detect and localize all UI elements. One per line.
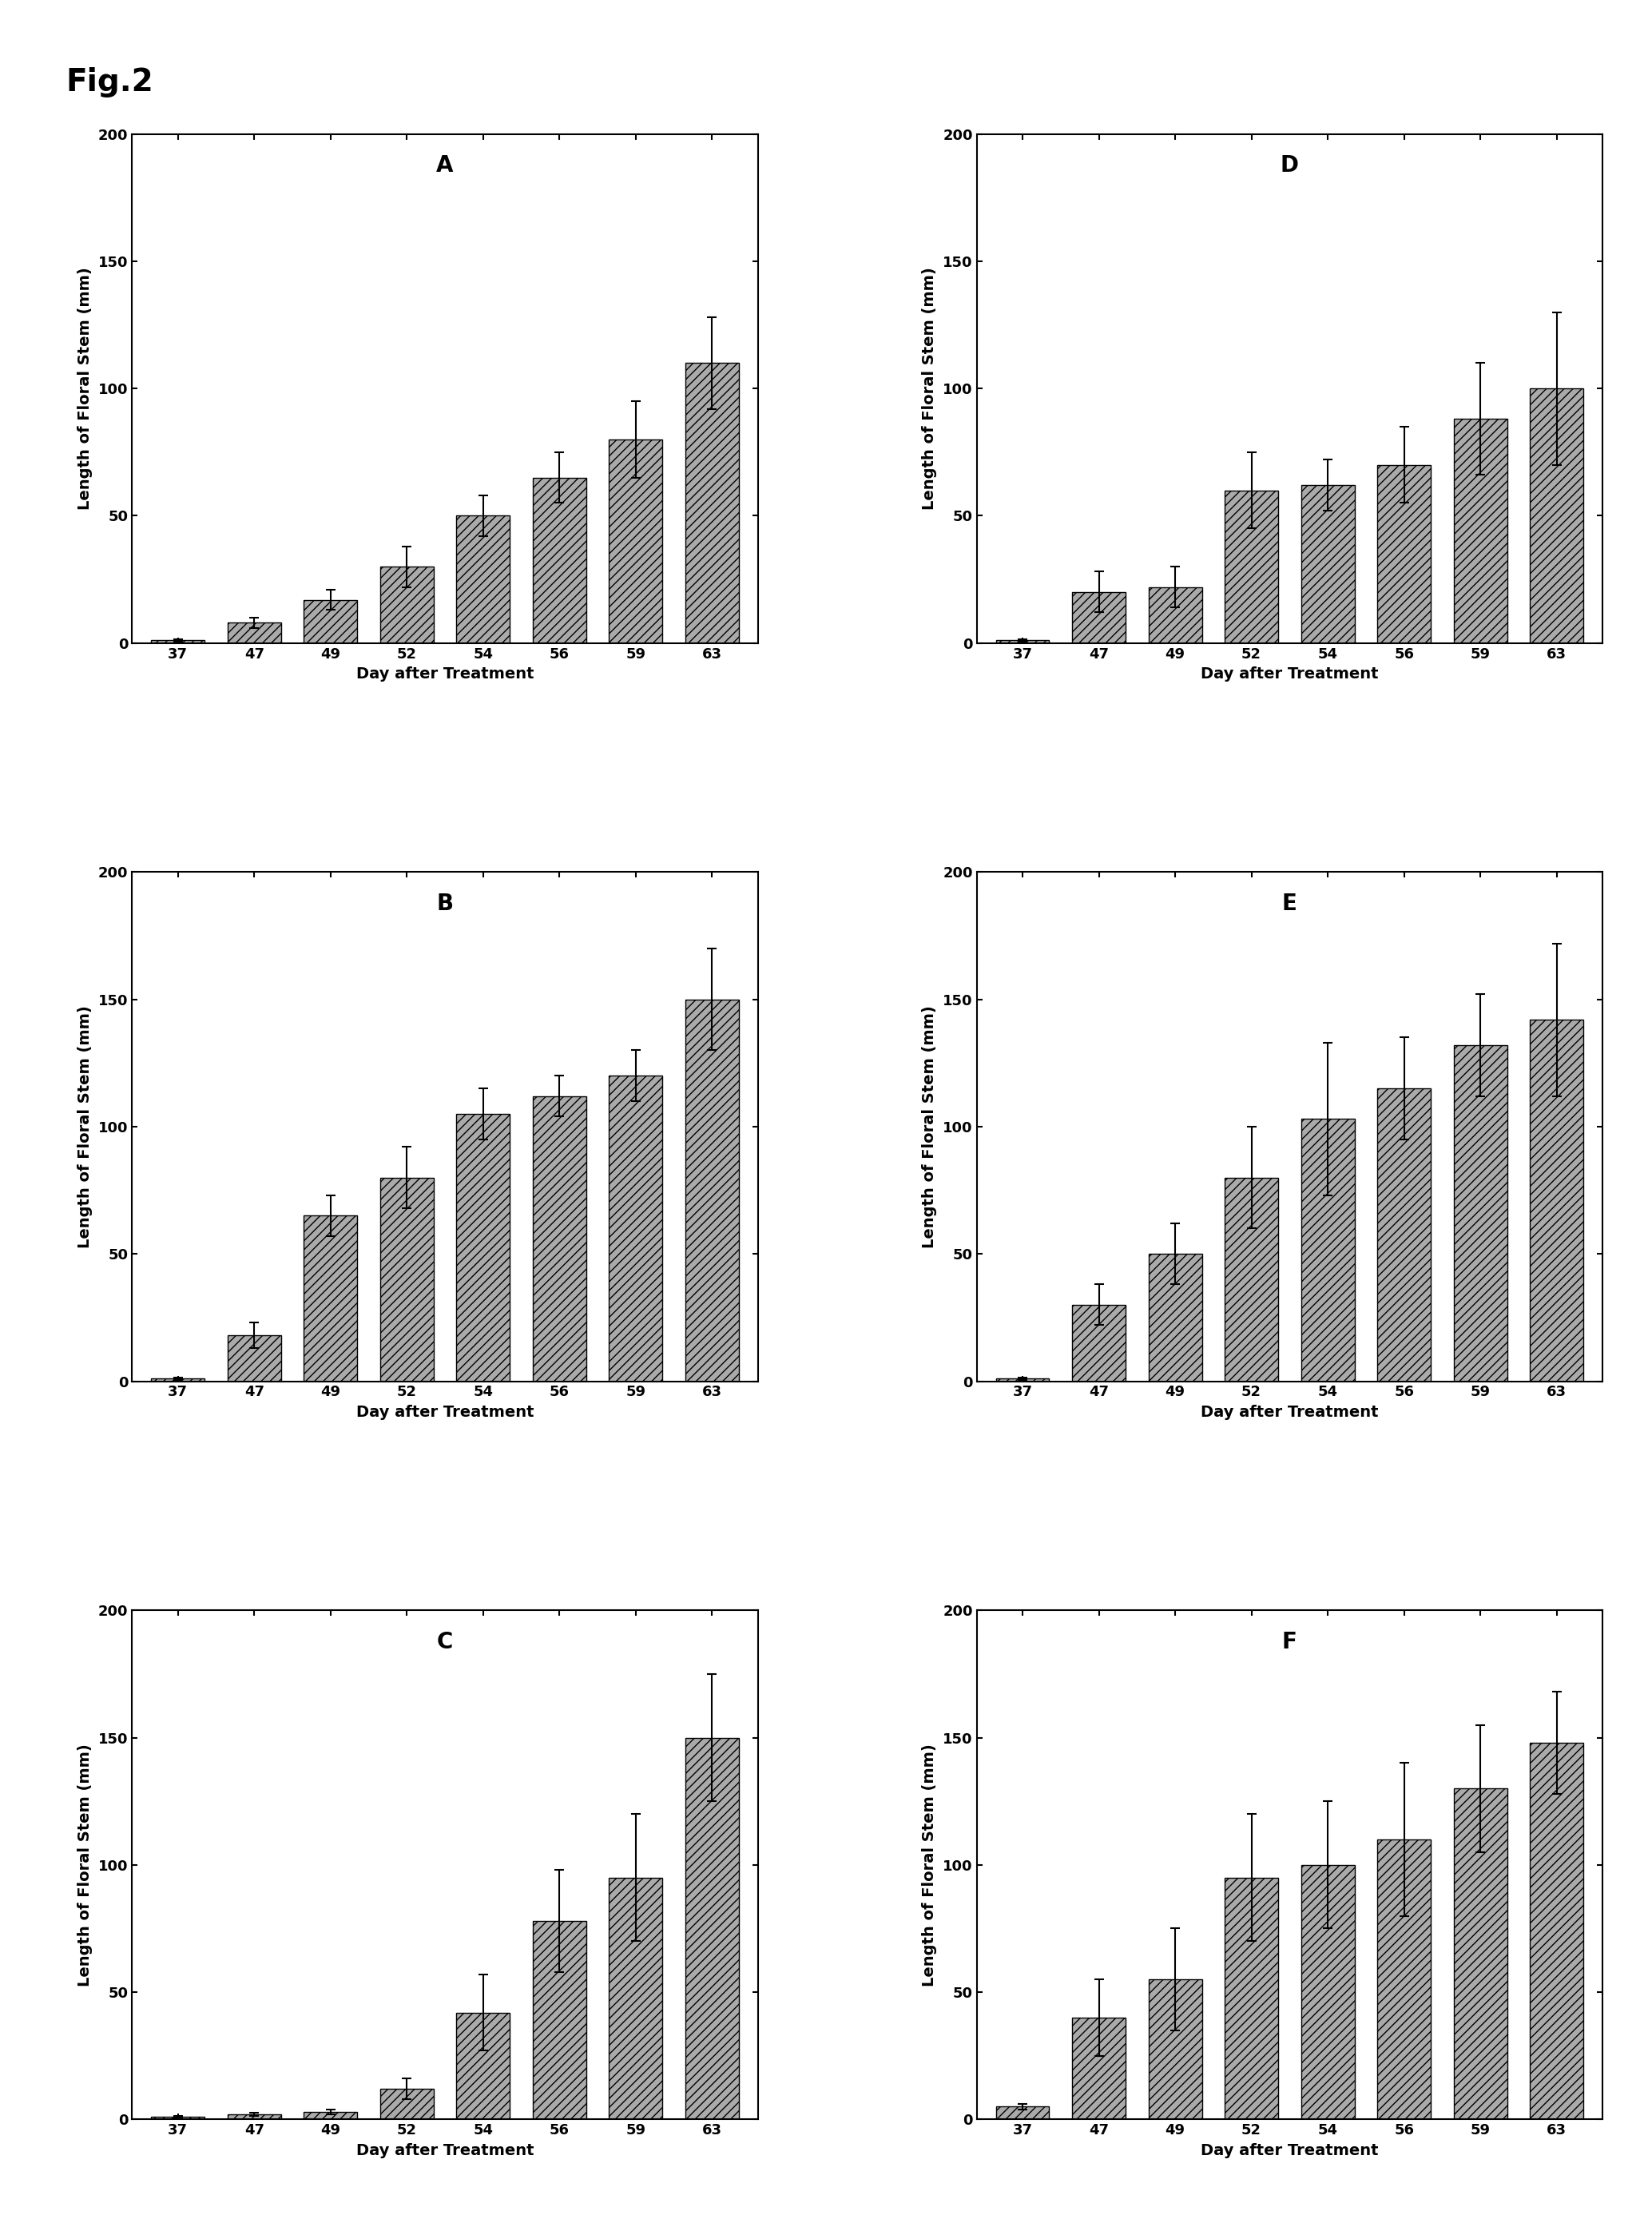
Bar [152,1379,205,1381]
Bar [532,1095,586,1381]
Text: F: F [1282,1631,1297,1653]
Bar [996,1379,1049,1381]
X-axis label: Day after Treatment: Day after Treatment [357,1406,534,1421]
Bar [532,477,586,643]
Bar [1072,1305,1125,1381]
Text: C: C [436,1631,453,1653]
Bar [1302,1120,1355,1381]
X-axis label: Day after Treatment: Day after Treatment [1201,2144,1378,2157]
Bar [380,567,433,643]
Bar [1224,1879,1279,2119]
Y-axis label: Length of Floral Stem (mm): Length of Floral Stem (mm) [78,1745,93,1986]
Bar [686,999,738,1381]
Text: A: A [436,154,454,176]
Bar [1454,1044,1507,1381]
Text: B: B [436,892,453,915]
Bar [1378,1838,1431,2119]
Bar [1148,1254,1203,1381]
Bar [1530,1742,1583,2119]
Bar [996,2106,1049,2119]
Text: Fig.2: Fig.2 [66,67,154,98]
Bar [1224,1178,1279,1381]
Bar [686,1738,738,2119]
Bar [1224,491,1279,643]
Bar [456,1113,510,1381]
Bar [228,622,281,643]
Bar [1454,419,1507,643]
Bar [1454,1789,1507,2119]
Bar [304,600,357,643]
Bar [1072,2017,1125,2119]
Bar [686,364,738,643]
Bar [1378,464,1431,643]
Bar [380,1178,433,1381]
Bar [304,1216,357,1381]
Bar [532,1921,586,2119]
Bar [228,1336,281,1381]
Bar [380,2088,433,2119]
Bar [1148,1979,1203,2119]
Y-axis label: Length of Floral Stem (mm): Length of Floral Stem (mm) [922,1745,937,1986]
Bar [1148,587,1203,643]
Bar [1530,388,1583,643]
Y-axis label: Length of Floral Stem (mm): Length of Floral Stem (mm) [78,1006,93,1247]
Y-axis label: Length of Floral Stem (mm): Length of Floral Stem (mm) [78,268,93,509]
X-axis label: Day after Treatment: Day after Treatment [357,667,534,683]
Text: E: E [1282,892,1297,915]
X-axis label: Day after Treatment: Day after Treatment [1201,1406,1378,1421]
Bar [1530,1020,1583,1381]
Bar [1302,1865,1355,2119]
Bar [228,2115,281,2119]
Bar [996,640,1049,643]
Bar [1302,484,1355,643]
Bar [610,440,662,643]
Bar [1072,591,1125,643]
Y-axis label: Length of Floral Stem (mm): Length of Floral Stem (mm) [922,268,937,509]
Bar [304,2113,357,2119]
Bar [456,515,510,643]
Bar [152,640,205,643]
Text: D: D [1280,154,1298,176]
Bar [456,2012,510,2119]
Bar [610,1879,662,2119]
X-axis label: Day after Treatment: Day after Treatment [357,2144,534,2157]
Bar [1378,1089,1431,1381]
Y-axis label: Length of Floral Stem (mm): Length of Floral Stem (mm) [922,1006,937,1247]
Bar [610,1075,662,1381]
X-axis label: Day after Treatment: Day after Treatment [1201,667,1378,683]
Bar [152,2117,205,2119]
